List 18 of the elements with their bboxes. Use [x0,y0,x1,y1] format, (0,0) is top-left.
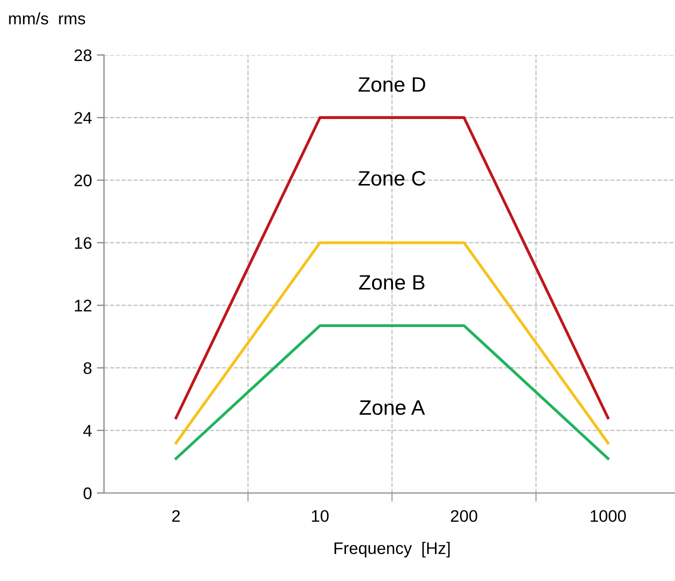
annotation: Zone A [360,400,425,415]
y-tick-label: 8 [84,362,92,374]
y-tick-label: 0 [84,487,92,500]
annotation: Zone C [358,170,426,186]
y-tick-label: 4 [83,425,92,436]
x-tick-label: 10 [312,510,329,522]
y-tick-label: 20 [74,174,92,186]
x-axis-title: Frequency [Hz] [334,542,450,558]
x-tick-label: 1000 [590,510,626,522]
y-tick-label: 24 [74,112,92,124]
annotation: Zone D [358,77,426,92]
y-tick-label: 12 [74,300,92,312]
y-tick-label: 28 [74,49,92,62]
x-tick-label: 2 [172,510,180,522]
annotation: Zone B [359,275,424,290]
y-axis-title: mm/s rms [9,12,86,24]
x-tick-label: 200 [450,510,478,522]
y-tick-label: 16 [74,237,92,249]
